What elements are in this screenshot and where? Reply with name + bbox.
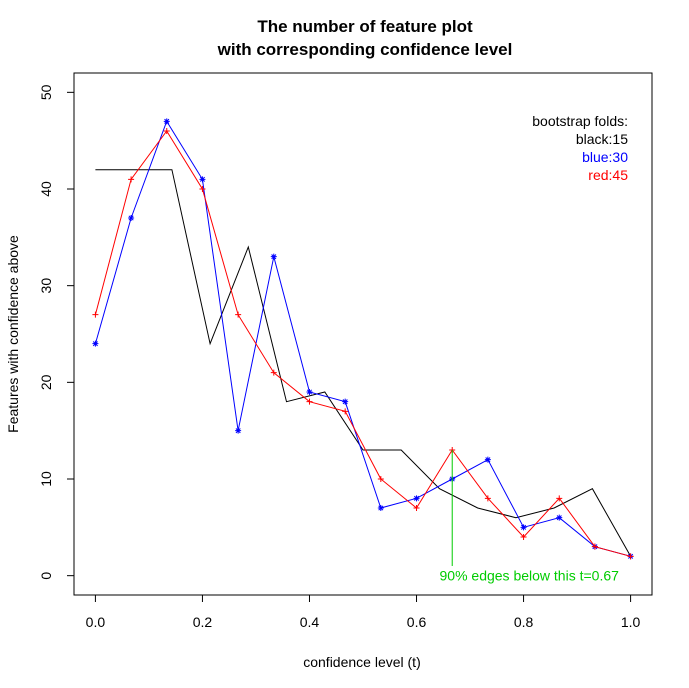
data-point-red xyxy=(377,476,384,482)
data-point-blue xyxy=(92,340,99,347)
data-point-red xyxy=(556,495,563,502)
data-point-red xyxy=(270,369,277,376)
data-point-red xyxy=(163,128,170,134)
data-point-blue xyxy=(484,456,491,463)
x-tick-label: 0.6 xyxy=(407,614,427,630)
y-tick-label: 50 xyxy=(38,84,54,100)
data-point-red xyxy=(342,408,349,415)
annotation-layer: 90% edges below this t=0.67 xyxy=(440,450,620,584)
legend-item-black: black:15 xyxy=(576,131,628,147)
x-tick-label: 0.8 xyxy=(514,614,534,630)
series-line-blue xyxy=(94,120,631,557)
series-line-black xyxy=(95,169,632,557)
series-lines xyxy=(92,118,634,560)
data-point-red xyxy=(591,543,598,550)
data-point-blue xyxy=(235,427,242,434)
legend-item-red: red:45 xyxy=(588,167,628,183)
axis-ticks: 0.0 0.2 0.4 0.6 0.8 1.0 0 10 20 30 40 50 xyxy=(38,84,641,630)
y-tick-label: 40 xyxy=(38,181,54,197)
data-point-blue xyxy=(413,495,420,502)
data-point-red xyxy=(92,311,99,318)
data-point-blue xyxy=(342,398,349,405)
data-point-red xyxy=(520,534,527,540)
data-point-blue xyxy=(128,215,135,221)
data-point-red xyxy=(484,495,491,502)
data-point-blue xyxy=(306,389,313,395)
series-line-red xyxy=(94,130,631,557)
data-point-red xyxy=(306,398,313,405)
data-point-blue xyxy=(556,514,563,521)
chart-title-line-2: with corresponding confidence level xyxy=(217,40,513,59)
data-point-red xyxy=(413,505,420,511)
x-axis-label: confidence level (t) xyxy=(303,654,421,670)
data-point-blue xyxy=(199,176,206,183)
x-tick-label: 0.2 xyxy=(193,614,213,630)
x-tick-label: 0.0 xyxy=(86,614,106,630)
legend-item-blue: blue:30 xyxy=(582,149,628,165)
legend: bootstrap folds: black:15 blue:30 red:45 xyxy=(532,113,628,183)
legend-heading: bootstrap folds: xyxy=(532,113,628,129)
data-point-blue xyxy=(520,524,527,531)
x-tick-label: 1.0 xyxy=(621,614,641,630)
x-tick-label: 0.4 xyxy=(300,614,320,630)
data-point-blue xyxy=(163,118,170,125)
data-point-red xyxy=(128,176,135,183)
y-tick-label: 20 xyxy=(38,374,54,390)
y-axis-label: Features with confidence above xyxy=(5,235,21,433)
data-point-blue xyxy=(270,253,277,260)
y-tick-label: 30 xyxy=(38,278,54,294)
plot-frame xyxy=(73,72,653,596)
y-tick-label: 10 xyxy=(38,471,54,487)
data-point-red xyxy=(199,186,206,192)
data-point-red xyxy=(627,553,634,560)
data-point-red xyxy=(235,311,242,318)
chart-title-line-1: The number of feature plot xyxy=(257,17,473,36)
annotation-text: 90% edges below this t=0.67 xyxy=(440,568,620,584)
y-tick-label: 0 xyxy=(38,572,54,580)
data-point-blue xyxy=(377,505,384,511)
